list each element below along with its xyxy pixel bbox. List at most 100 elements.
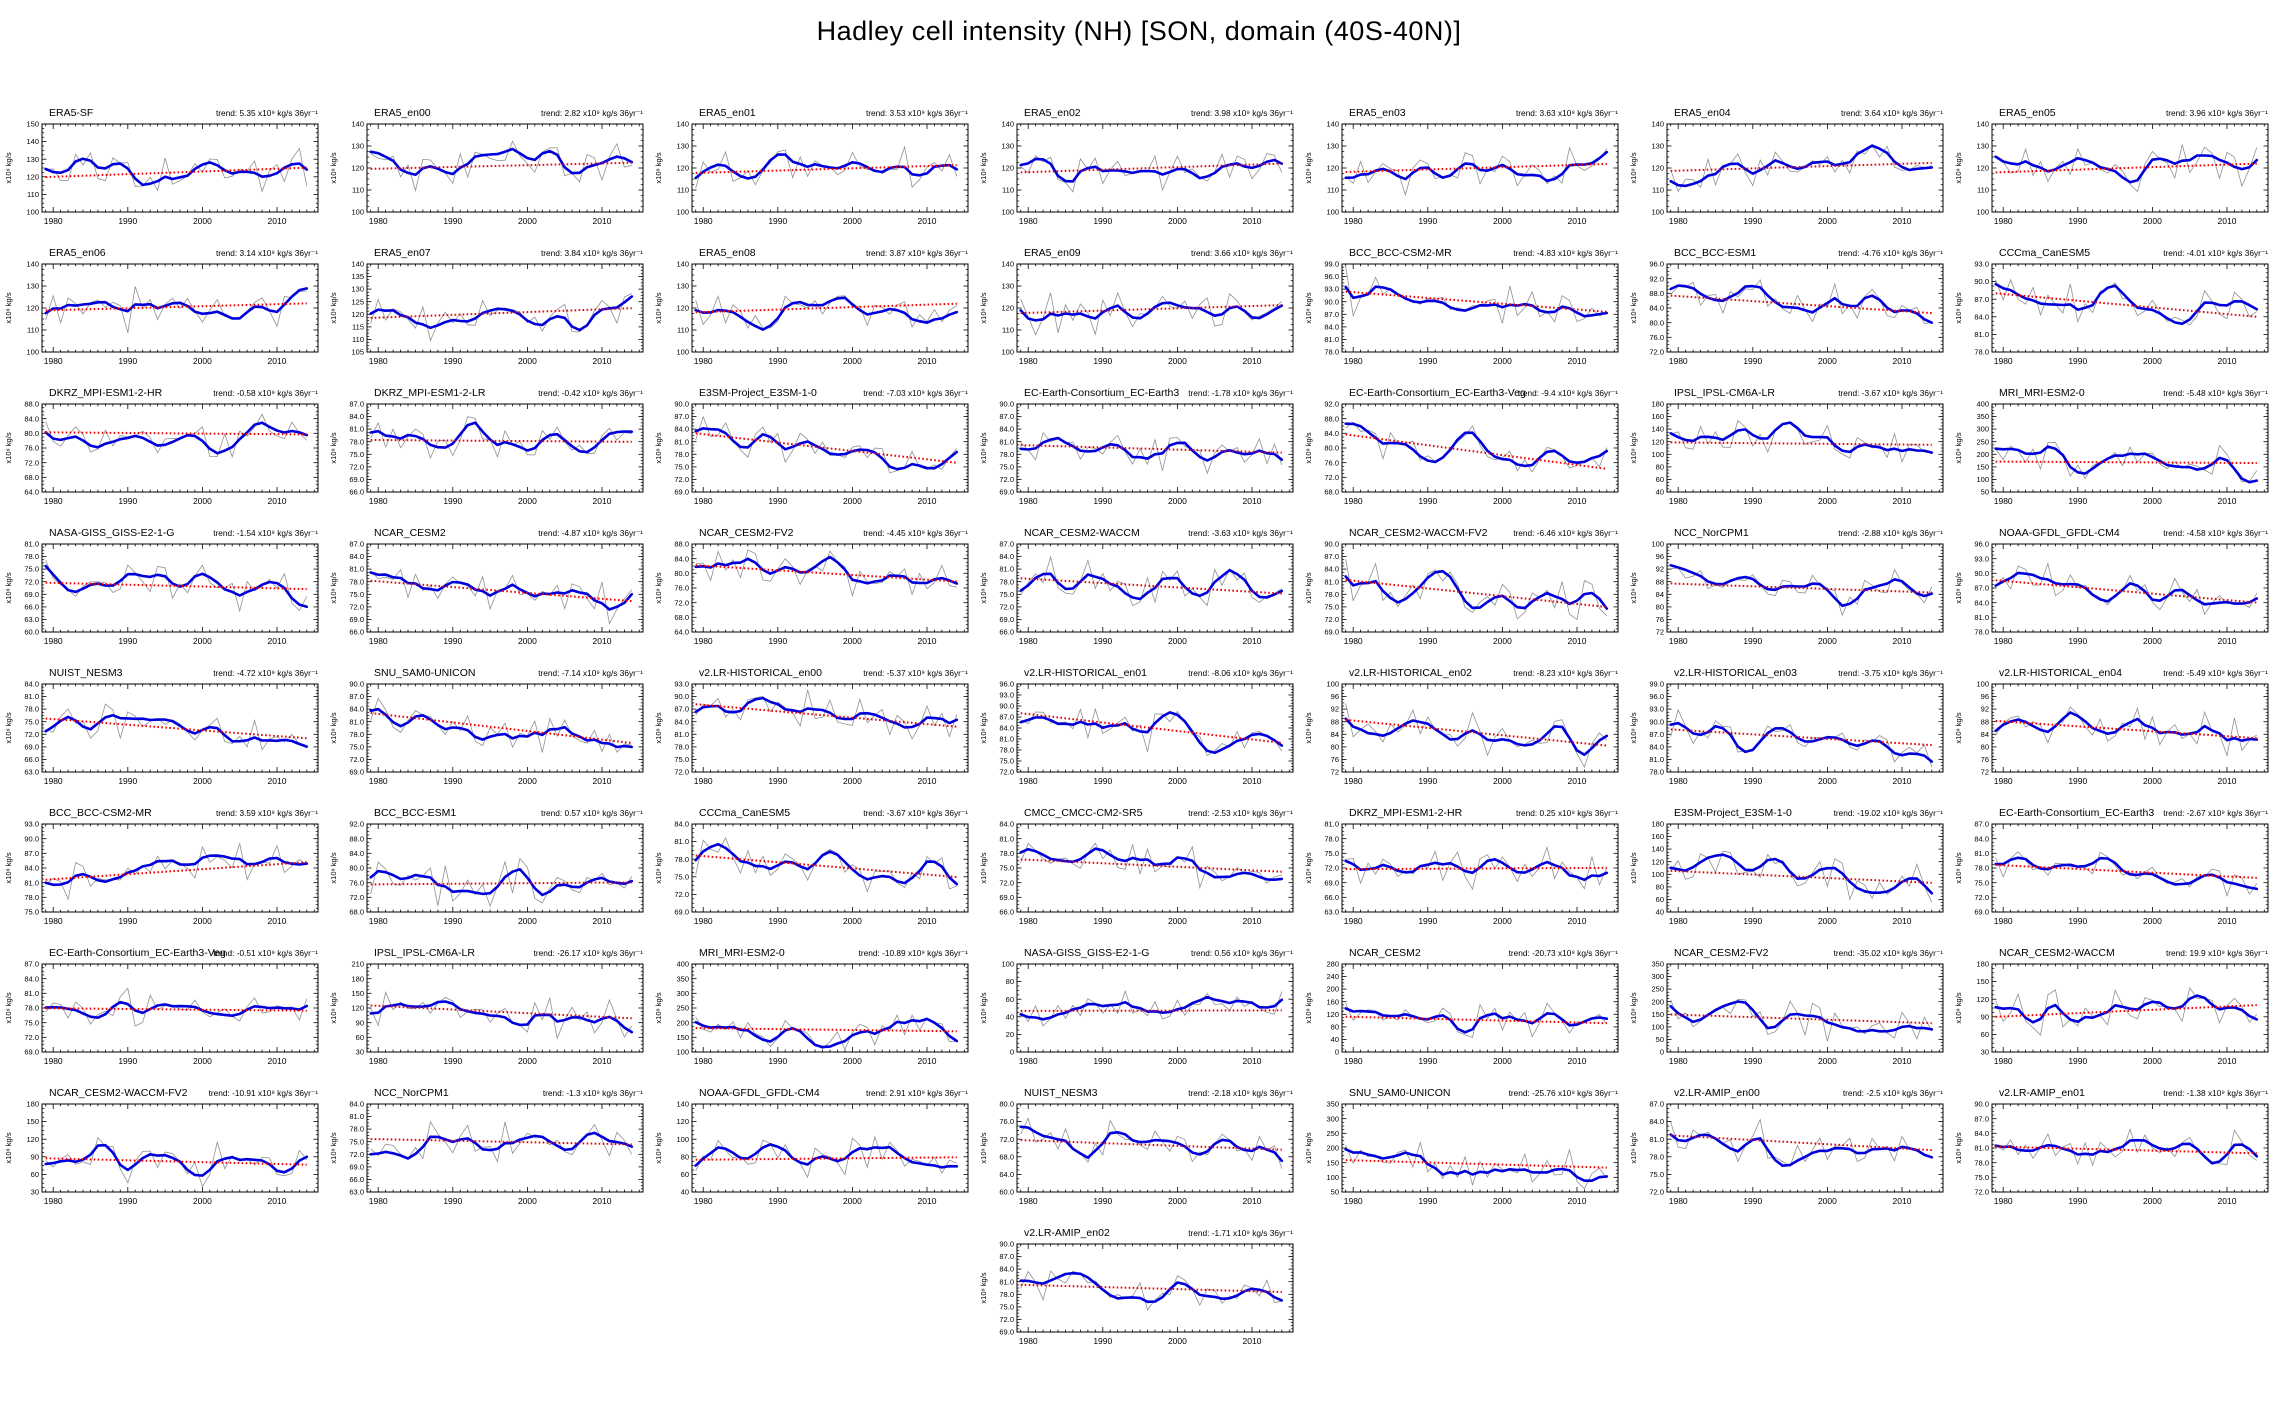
chart-panel: NCAR_CESM2 trend: -4.87 x10⁹ kg/s 36yr⁻¹… <box>325 520 650 660</box>
panel-trend-label: trend: -19.02 x10⁹ kg/s 36yr⁻¹ <box>1834 808 1944 818</box>
svg-text:125: 125 <box>351 297 364 306</box>
smoothed-series-line <box>1994 994 2259 1024</box>
y-axis-label: x10⁹ kg/s <box>4 152 13 183</box>
svg-text:1980: 1980 <box>369 496 388 506</box>
svg-text:100: 100 <box>1326 680 1339 689</box>
svg-text:1990: 1990 <box>443 636 462 646</box>
panel-title: v2.LR-HISTORICAL_en02 <box>1349 667 1472 679</box>
svg-text:120: 120 <box>1001 164 1014 173</box>
svg-text:2000: 2000 <box>2143 356 2162 366</box>
svg-text:110: 110 <box>1977 186 1989 195</box>
chart-panel: EC-Earth-Consortium_EC-Earth3 trend: -1.… <box>975 380 1300 520</box>
smoothed-series-line <box>1994 1138 2259 1165</box>
y-axis-label: x10⁹ kg/s <box>654 432 663 463</box>
smoothed-series-line <box>1019 301 1284 322</box>
annual-series-line <box>695 549 957 598</box>
svg-text:80.0: 80.0 <box>674 569 689 578</box>
svg-text:81.0: 81.0 <box>674 437 689 446</box>
panel-title: NCAR_CESM2-WACCM-FV2 <box>1349 527 1488 539</box>
svg-text:75.0: 75.0 <box>349 743 364 752</box>
svg-text:110: 110 <box>352 335 364 344</box>
smoothed-series-line <box>44 1000 309 1019</box>
figure-title: Hadley cell intensity (NH) [SON, domain … <box>816 16 1462 46</box>
y-axis-label: x10⁹ kg/s <box>1629 292 1638 323</box>
svg-text:1980: 1980 <box>1019 356 1038 366</box>
svg-text:1990: 1990 <box>768 776 787 786</box>
svg-text:100: 100 <box>1001 348 1014 357</box>
panel-title: NUIST_NESM3 <box>49 667 123 679</box>
panel-plot: ERA5_en03 trend: 3.63 x10⁹ kg/s 36yr⁻¹ 1… <box>1304 107 1619 226</box>
panel-title: DKRZ_MPI-ESM1-2-HR <box>49 387 163 399</box>
trend-line <box>1995 460 2257 464</box>
chart-panel: v2.LR-AMIP_en02 trend: -1.71 x10⁹ kg/s 3… <box>975 1220 1300 1360</box>
smoothed-series-line <box>1019 1271 1284 1304</box>
svg-text:160: 160 <box>1651 412 1664 421</box>
chart-panel: NUIST_NESM3 trend: -2.18 x10⁹ kg/s 36yr⁻… <box>975 1080 1300 1220</box>
svg-text:84.0: 84.0 <box>1324 323 1339 332</box>
trend-line <box>1670 869 1932 884</box>
svg-text:81.0: 81.0 <box>1324 335 1339 344</box>
panel-trend-label: trend: -1.71 x10⁹ kg/s 36yr⁻¹ <box>1188 1228 1293 1238</box>
svg-text:1980: 1980 <box>694 776 713 786</box>
svg-text:72.0: 72.0 <box>349 755 364 764</box>
svg-text:2000: 2000 <box>843 356 862 366</box>
svg-text:2010: 2010 <box>593 776 612 786</box>
panel-trend-label: trend: -0.58 x10⁹ kg/s 36yr⁻¹ <box>213 388 318 398</box>
y-axis-label: x10⁹ kg/s <box>654 152 663 183</box>
smoothed-series-line <box>1019 568 1284 601</box>
svg-text:81.0: 81.0 <box>349 565 364 574</box>
plot-box <box>366 1103 644 1193</box>
svg-text:2000: 2000 <box>518 216 537 226</box>
smoothed-series-line <box>1669 1000 1934 1033</box>
panel-trend-label: trend: 0.57 x10⁹ kg/s 36yr⁻¹ <box>541 808 643 818</box>
svg-text:2010: 2010 <box>2218 356 2237 366</box>
annual-series-line <box>1670 279 1932 325</box>
svg-text:72.0: 72.0 <box>674 768 689 777</box>
annual-series-line <box>1020 555 1283 607</box>
chart-panel: DKRZ_MPI-ESM1-2-HR trend: -0.58 x10⁹ kg/… <box>0 380 325 520</box>
svg-text:72.0: 72.0 <box>349 603 364 612</box>
svg-text:69.0: 69.0 <box>24 743 39 752</box>
y-axis-label: x10⁹ kg/s <box>4 852 13 883</box>
svg-text:50: 50 <box>1981 488 1989 497</box>
chart-panel: v2.LR-HISTORICAL_en02 trend: -8.23 x10⁹ … <box>1300 660 1625 800</box>
svg-text:72.0: 72.0 <box>1324 473 1339 482</box>
svg-text:1990: 1990 <box>1743 776 1762 786</box>
y-axis-label: x10⁹ kg/s <box>329 992 338 1023</box>
svg-text:78.0: 78.0 <box>999 746 1014 755</box>
panel-trend-label: trend: 3.66 x10⁹ kg/s 36yr⁻¹ <box>1191 248 1293 258</box>
svg-text:60.0: 60.0 <box>24 628 39 637</box>
svg-text:2000: 2000 <box>1493 356 1512 366</box>
panel-trend-label: trend: -26.17 x10⁹ kg/s 36yr⁻¹ <box>534 948 644 958</box>
svg-text:120: 120 <box>1326 164 1339 173</box>
plot-box <box>1991 263 2269 353</box>
panel-title: NCC_NorCPM1 <box>1674 527 1749 539</box>
svg-text:90.0: 90.0 <box>674 400 689 409</box>
svg-text:81.0: 81.0 <box>24 692 39 701</box>
svg-text:60: 60 <box>1656 475 1664 484</box>
svg-text:84.0: 84.0 <box>674 425 689 434</box>
plot-box <box>1341 263 1619 353</box>
svg-text:72.0: 72.0 <box>674 475 689 484</box>
smoothed-series-line <box>1669 853 1934 895</box>
svg-text:120: 120 <box>676 304 689 313</box>
svg-text:69.0: 69.0 <box>999 615 1014 624</box>
panel-plot: v2.LR-HISTORICAL_en04 trend: -5.49 x10⁹ … <box>1954 667 2269 786</box>
svg-text:350: 350 <box>1976 412 1989 421</box>
panel-title: IPSL_IPSL-CM6A-LR <box>374 947 475 959</box>
svg-text:68.0: 68.0 <box>24 473 39 482</box>
smoothed-series-line <box>1019 436 1284 462</box>
y-axis-label: x10⁹ kg/s <box>654 292 663 323</box>
panel-title: MRI_MRI-ESM2-0 <box>1999 387 2085 399</box>
svg-text:90.0: 90.0 <box>349 680 364 689</box>
svg-text:76.0: 76.0 <box>24 444 39 453</box>
svg-text:100: 100 <box>676 348 689 357</box>
svg-text:84.0: 84.0 <box>349 552 364 561</box>
svg-text:75.0: 75.0 <box>349 450 364 459</box>
plot-box <box>1991 1103 2269 1193</box>
smoothed-series-line <box>1994 445 2259 484</box>
annual-series-line <box>695 689 958 740</box>
svg-text:2010: 2010 <box>593 496 612 506</box>
svg-text:84.0: 84.0 <box>1324 565 1339 574</box>
smoothed-series-line <box>1994 154 2259 184</box>
